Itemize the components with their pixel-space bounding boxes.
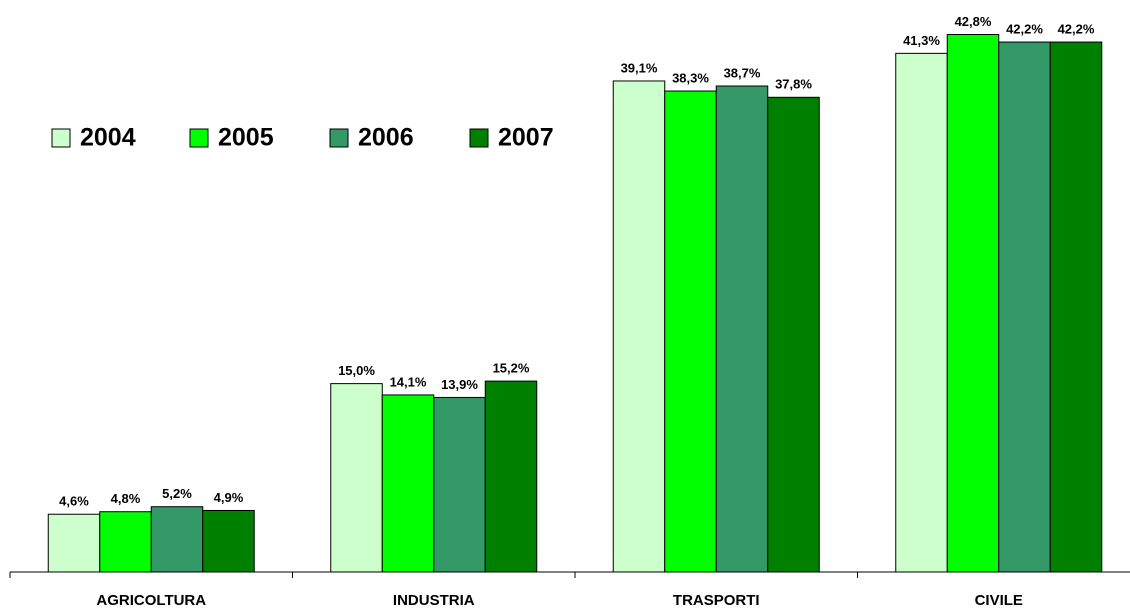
- value-label: 14,1%: [390, 374, 427, 389]
- bar: [767, 96, 820, 573]
- value-label: 4,9%: [214, 490, 244, 505]
- bar: [47, 513, 101, 573]
- bar: [612, 80, 666, 573]
- bar: [381, 394, 435, 573]
- value-label: 42,8%: [955, 14, 992, 29]
- bar: [664, 90, 717, 573]
- value-label: 37,8%: [775, 77, 812, 92]
- legend-swatch: [189, 128, 209, 148]
- value-label: 4,6%: [59, 494, 89, 509]
- value-label: 15,0%: [338, 363, 375, 378]
- bar: [202, 509, 255, 573]
- bar: [330, 383, 383, 573]
- value-label: 41,3%: [903, 33, 940, 48]
- bar: [715, 85, 769, 573]
- legend-swatch: [51, 128, 71, 148]
- value-label: 39,1%: [621, 60, 658, 75]
- value-label: 5,2%: [162, 486, 192, 501]
- bar: [946, 34, 1000, 573]
- value-label: 38,7%: [724, 65, 761, 80]
- x-tick-label: AGRICOLTURA: [96, 592, 206, 609]
- bar: [150, 506, 204, 573]
- bar: [433, 396, 486, 573]
- value-label: 15,2%: [493, 361, 530, 376]
- value-label: 38,3%: [672, 70, 709, 85]
- legend-label: 2005: [218, 124, 274, 152]
- value-label: 4,8%: [111, 491, 141, 506]
- legend-swatch: [329, 128, 349, 148]
- bar: [998, 41, 1051, 573]
- x-tick-label: INDUSTRIA: [393, 592, 475, 609]
- legend-label: 2006: [358, 124, 414, 152]
- bar: [895, 52, 948, 573]
- legend-swatch: [469, 128, 489, 148]
- legend-label: 2007: [498, 124, 554, 152]
- value-label: 42,2%: [1058, 21, 1095, 36]
- bar: [1049, 41, 1103, 573]
- bar: [484, 380, 538, 573]
- x-tick-label: CIVILE: [975, 592, 1023, 609]
- value-label: 13,9%: [441, 377, 478, 392]
- bar: [99, 511, 152, 573]
- x-tick-label: TRASPORTI: [673, 592, 760, 609]
- legend-label: 2004: [80, 124, 136, 152]
- value-label: 42,2%: [1006, 21, 1043, 36]
